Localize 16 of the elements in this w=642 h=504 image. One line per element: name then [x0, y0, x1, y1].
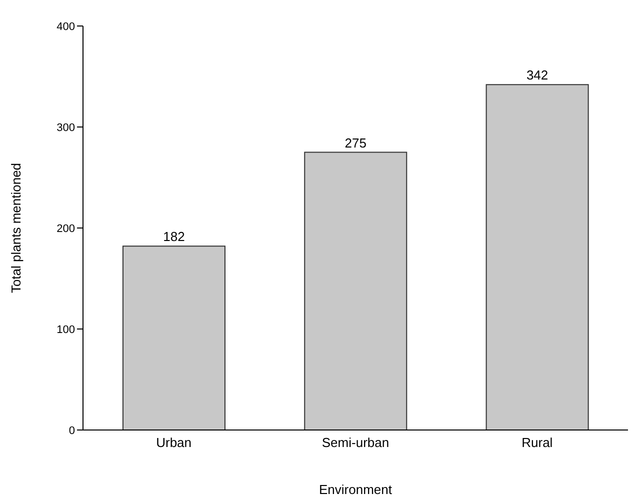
bar: [122, 246, 226, 430]
x-tick-label: Urban: [156, 435, 192, 450]
y-axis-title: Total plants mentioned: [8, 162, 24, 294]
x-tick-label: Rural: [522, 435, 553, 450]
bar: [304, 152, 408, 430]
y-tick-label: 200: [56, 222, 75, 235]
y-tick-label: 400: [56, 20, 75, 33]
data-label: 182: [163, 229, 185, 244]
bar: [486, 84, 589, 430]
y-tick-label: 0: [68, 424, 75, 437]
x-axis-title: Environment: [319, 482, 392, 497]
y-tick-label: 300: [56, 122, 75, 134]
data-label: 275: [344, 135, 366, 150]
y-tick-label: 100: [56, 324, 75, 336]
data-label: 342: [526, 68, 548, 83]
x-tick-label: Semi-urban: [322, 435, 390, 450]
